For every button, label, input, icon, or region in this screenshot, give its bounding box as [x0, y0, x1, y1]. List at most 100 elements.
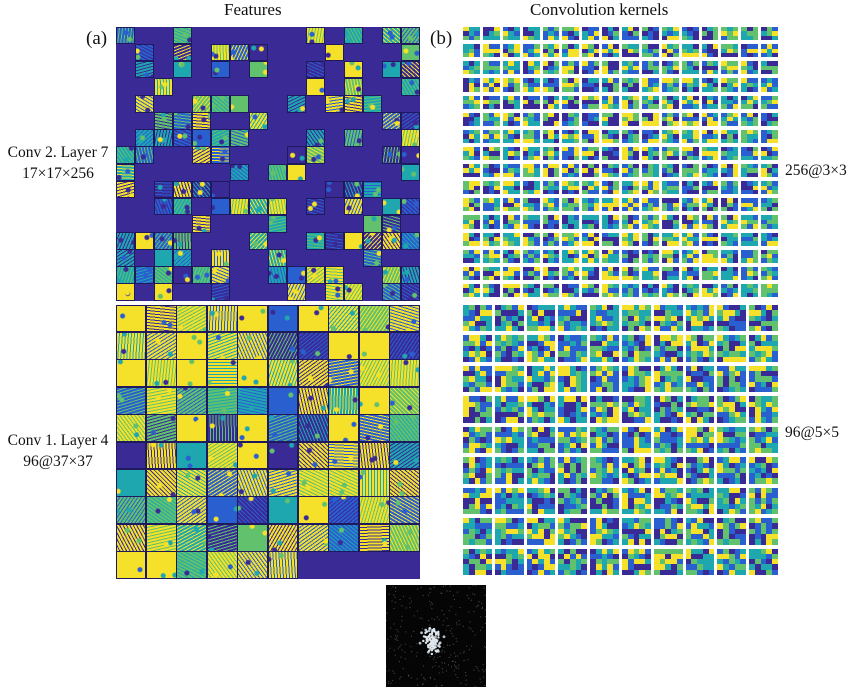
kernel-weight — [653, 52, 659, 58]
kernel-weight — [752, 168, 759, 173]
conv1-layer-label: Conv 1. Layer 4 96@37×37 — [2, 430, 114, 472]
kernel-weight — [506, 426, 513, 433]
kernel-weight — [760, 508, 767, 515]
kernel-weight — [633, 310, 640, 316]
kernel-weight — [746, 52, 753, 58]
kernel-weight — [564, 467, 570, 474]
kernel-weight — [661, 52, 668, 58]
kernel-tile — [749, 518, 778, 545]
kernel-tile — [717, 426, 747, 454]
kernel-weight — [613, 528, 619, 534]
kernel-tile — [701, 112, 719, 126]
kernel-weight — [587, 164, 594, 169]
kernel-weight — [707, 224, 713, 229]
kernel-weight — [723, 351, 729, 357]
kernel-tile — [582, 27, 600, 41]
feature-map-tile — [237, 523, 268, 552]
kernel-weight — [582, 249, 588, 254]
kernel-weight — [721, 48, 727, 53]
kernel-weight — [681, 82, 688, 88]
kernel-weight — [645, 528, 651, 534]
kernel-weight — [474, 508, 481, 515]
kernel-weight — [514, 151, 520, 156]
kernel-weight — [463, 44, 469, 49]
kernel-weight — [741, 146, 747, 152]
kernel-weight — [480, 305, 487, 311]
kernel-weight — [645, 498, 651, 504]
kernel-weight — [595, 492, 602, 499]
kernel-weight — [687, 275, 693, 280]
kernel-weight — [463, 473, 469, 479]
kernel-weight — [548, 168, 554, 173]
kernel-weight — [741, 288, 747, 293]
kernel-weight — [474, 189, 480, 195]
kernel-weight — [717, 508, 724, 515]
feature-map-tile — [362, 232, 382, 250]
kernel-weight — [645, 396, 651, 402]
kernel-weight — [741, 215, 747, 220]
kernel-weight — [494, 310, 501, 316]
kernel-weight — [772, 129, 778, 135]
kernel-weight — [760, 487, 767, 493]
kernel-weight — [607, 65, 614, 70]
kernel-weight — [482, 254, 489, 259]
kernel-weight — [681, 134, 688, 139]
kernel-tile — [602, 61, 619, 75]
kernel-weight — [474, 346, 481, 352]
kernel-weight — [601, 356, 608, 362]
kernel-weight — [712, 215, 719, 220]
kernel-weight — [645, 356, 651, 362]
kernel-weight — [494, 87, 500, 92]
kernel-weight — [746, 275, 753, 280]
kernel-weight — [508, 112, 514, 117]
feature-map-tile — [248, 197, 268, 216]
kernel-weight — [533, 275, 540, 280]
kernel-weight — [749, 381, 755, 388]
kernel-weight — [553, 288, 560, 293]
kernel-tile — [463, 129, 480, 143]
kernel-weight — [653, 346, 660, 352]
kernel-weight — [708, 396, 715, 402]
feature-map-tile — [172, 112, 192, 130]
kernel-weight — [697, 426, 703, 433]
feature-map-tile — [229, 129, 249, 147]
kernel-weight — [772, 202, 778, 207]
kernel-weight — [482, 48, 489, 53]
feature-map-tile — [305, 232, 325, 250]
kernel-weight — [721, 104, 727, 109]
kernel-weight — [659, 523, 666, 529]
kernel-weight — [593, 266, 600, 272]
kernel-weight — [573, 258, 580, 263]
kernel-weight — [593, 185, 600, 190]
kernel-weight — [766, 236, 773, 242]
kernel-weight — [590, 492, 596, 499]
kernel-tile — [685, 518, 715, 545]
kernel-tile — [463, 487, 492, 515]
feature-map-tile — [115, 331, 147, 360]
kernel-weight — [673, 112, 679, 117]
kernel-weight — [687, 70, 693, 75]
kernel-weight — [766, 376, 773, 382]
kernel-weight — [514, 48, 520, 53]
kernel-tile — [562, 215, 580, 229]
kernel-weight — [533, 35, 540, 41]
kernel-weight — [482, 288, 489, 293]
kernel-weight — [538, 412, 544, 418]
kernel-weight — [732, 275, 739, 280]
kernel-weight — [607, 487, 614, 493]
kernel-weight — [754, 335, 761, 341]
kernel-weight — [512, 467, 518, 474]
kernel-weight — [673, 232, 679, 237]
kernel-weight — [528, 112, 534, 117]
kernel-weight — [506, 406, 513, 413]
kernel-weight — [641, 112, 648, 117]
kernel-weight — [687, 219, 693, 225]
kernel-weight — [728, 412, 735, 418]
kernel-weight — [661, 172, 668, 178]
kernel-weight — [766, 224, 773, 229]
kernel-weight — [512, 310, 518, 316]
kernel-weight — [761, 215, 767, 220]
kernel-weight — [732, 292, 739, 297]
kernel-weight — [522, 78, 529, 83]
kernel-weight — [502, 121, 509, 126]
